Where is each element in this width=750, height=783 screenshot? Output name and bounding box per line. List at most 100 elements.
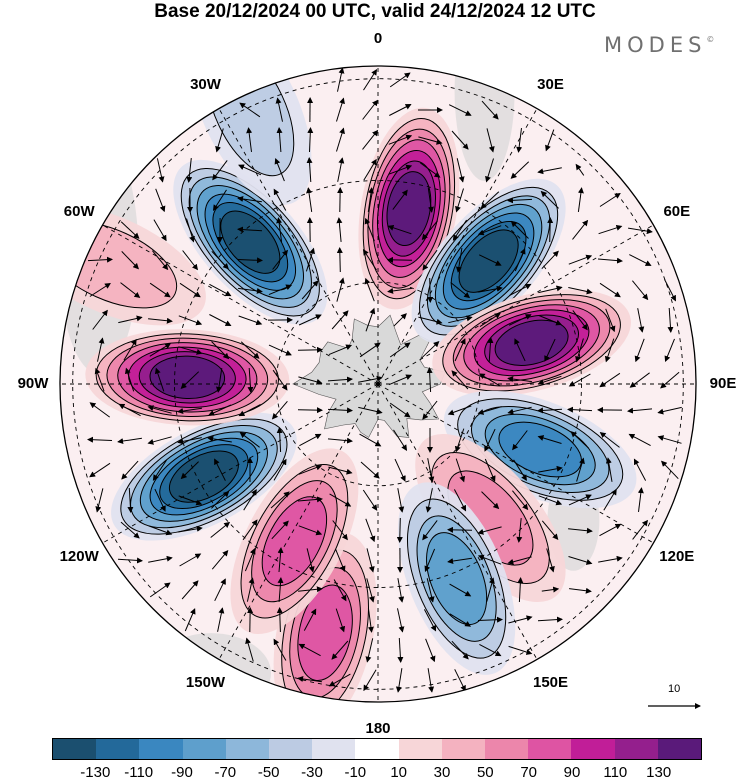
wind-arrow (332, 520, 348, 541)
wind-arrow (451, 370, 469, 390)
wind-arrow (178, 525, 203, 533)
wind-arrow (388, 134, 413, 145)
wind-arrow (276, 607, 283, 633)
wind-arrow (127, 487, 134, 513)
wind-arrow (154, 367, 165, 392)
wind-arrow (479, 312, 501, 328)
wind-arrow (572, 219, 589, 240)
wind-arrow (447, 557, 472, 565)
wind-arrow (186, 218, 195, 243)
wind-arrow (182, 250, 199, 271)
wind-arrow (335, 548, 346, 573)
wind-arrow (389, 402, 411, 418)
wind-arrow (453, 489, 467, 512)
wind-arrow (328, 466, 353, 475)
wind-arrow (365, 638, 374, 663)
wind-arrow (87, 256, 113, 263)
longitude-label: 180 (365, 720, 391, 737)
wind-arrow (307, 127, 314, 153)
wind-arrow (298, 376, 323, 385)
wind-arrow (306, 187, 313, 212)
wind-arrow (120, 282, 141, 299)
streamline (138, 351, 236, 404)
streamline (149, 355, 226, 400)
colorbar-cell (182, 739, 226, 759)
wind-arrow (212, 160, 228, 181)
wind-arrow (510, 161, 530, 179)
wind-arrow (149, 343, 172, 357)
wind-arrow (240, 341, 260, 359)
wind-arrow (569, 587, 592, 594)
wind-arrow (336, 247, 343, 273)
wind-arrow (599, 372, 621, 388)
wind-arrow (426, 578, 435, 603)
wind-arrow (246, 577, 255, 602)
wind-arrow (336, 217, 343, 242)
colorbar-cell (614, 739, 658, 759)
wind-arrow (365, 518, 376, 543)
wind-arrow (484, 458, 496, 482)
wind-arrow (546, 548, 555, 573)
longitude-label: 150E (532, 673, 569, 691)
longitude-label: 0 (373, 30, 383, 47)
wind-arrow (516, 128, 523, 153)
wind-arrow (364, 277, 375, 302)
wind-arrow (298, 464, 323, 475)
polar-map (59, 65, 701, 709)
wind-arrow (455, 458, 466, 483)
wind-arrow (422, 249, 438, 271)
streamline (442, 212, 535, 310)
wind-arrow (541, 586, 560, 593)
wind-arrow (568, 527, 593, 534)
wind-arrow (246, 127, 253, 152)
wind-arrow (365, 307, 376, 332)
wind-arrow (274, 157, 285, 182)
south-pole-marker (375, 381, 381, 387)
wind-arrow (186, 158, 193, 183)
streamline (240, 463, 349, 619)
wind-arrow (393, 313, 407, 327)
wind-arrow (95, 488, 104, 513)
wind-arrow (423, 609, 437, 632)
wind-arrow (634, 338, 645, 363)
wind-arrow (664, 279, 676, 302)
latitude-circle (275, 281, 481, 487)
wind-arrow (454, 428, 465, 453)
wind-arrow (544, 338, 556, 362)
page-title: Base 20/12/2024 00 UTC, valid 24/12/2024… (154, 1, 596, 22)
colorbar-cell (485, 739, 529, 759)
wind-arrow (450, 282, 471, 299)
wind-arrow (447, 526, 473, 533)
colorbar-tick-label: 10 (390, 764, 408, 781)
colorbar-tick-label: -10 (344, 764, 367, 781)
streamline (406, 498, 507, 659)
wind-arrow (117, 437, 142, 445)
colorbar-tick-label: -50 (257, 764, 280, 781)
streamline (206, 66, 295, 177)
streamline (120, 418, 288, 535)
colorbar-tick-label: 110 (603, 764, 628, 781)
wind-arrow (538, 285, 563, 294)
wind-arrow (237, 226, 263, 233)
wind-arrow (277, 547, 284, 573)
streamline (117, 342, 258, 413)
wind-arrow (481, 491, 500, 510)
wind-arrow (421, 220, 438, 241)
wind-arrow (336, 127, 345, 152)
streamline (458, 229, 519, 293)
wind-arrow (454, 338, 466, 362)
wind-arrow (238, 287, 263, 294)
longitude-label: 150W (185, 673, 226, 691)
wind-arrow (451, 130, 469, 150)
wind-scale-label: 10 (668, 683, 681, 695)
wind-arrow (575, 338, 584, 363)
wind-arrow (247, 367, 254, 393)
colorbar-cell (528, 739, 572, 759)
wind-arrow (276, 127, 283, 153)
wind-arrow (297, 346, 323, 353)
wind-arrow (276, 427, 283, 453)
wind-vectors (87, 67, 682, 693)
wind-arrow (485, 158, 494, 183)
wind-arrow (508, 645, 533, 655)
wind-arrow (422, 400, 438, 420)
